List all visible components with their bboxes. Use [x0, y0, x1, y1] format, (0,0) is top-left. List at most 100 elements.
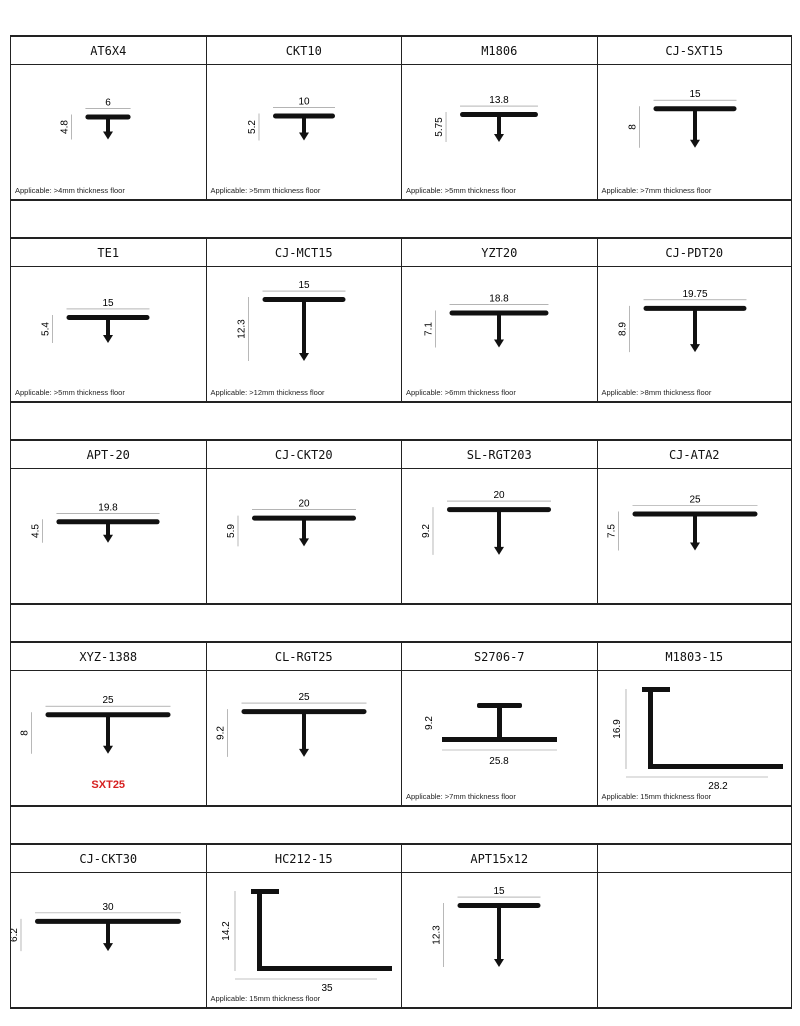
height-dimension: 9.2 [424, 716, 435, 730]
profile-stem [497, 907, 501, 963]
model-name: CJ-ATA2 [596, 441, 792, 468]
profile-cell: 14.2 35 Applicable: 15mm thickness floor [205, 873, 402, 1007]
profile-table: AT6X4 CKT10 M1806 CJ-SXT15 6 4.8 Applicable: >… [10, 35, 792, 1009]
profile-cell: 19.75 8.9 Applicable: >8mm thickness floor [596, 267, 792, 401]
drawing-row: 19.8 4.5 20 5.9 20 9.2 25 7.5 [10, 468, 792, 605]
width-dimension: 25 [298, 692, 310, 703]
model-name: APT15x12 [401, 845, 597, 872]
profile-cell: 13.8 5.75 Applicable: >5mm thickness floor [401, 65, 597, 199]
profile-drawing: 25.8 9.2 [424, 703, 557, 767]
profile-flange [460, 112, 538, 118]
arrow-tip [103, 131, 113, 140]
model-name: CJ-MCT15 [205, 239, 402, 266]
height-dimension: 16.9 [612, 719, 623, 739]
profile-upright [256, 891, 262, 971]
applicable-note: Applicable: >5mm thickness floor [15, 388, 125, 397]
width-dimension: 19.75 [682, 289, 707, 300]
profile-flange [85, 114, 131, 120]
profile-base [256, 966, 392, 971]
arrow-tip [494, 958, 504, 967]
model-name: XYZ-1388 [10, 643, 206, 670]
profile-stem [106, 922, 110, 948]
spacer-row [10, 201, 792, 237]
height-dimension: 9.2 [421, 524, 432, 538]
drawing-row: 30 6.2 14.2 35 Applicable: 15mm thickness fl… [10, 872, 792, 1009]
height-dimension: 7.1 [424, 322, 435, 336]
model-name: S2706-7 [401, 643, 597, 670]
profile-cell: 15 8 Applicable: >7mm thickness floor [596, 65, 792, 199]
profile-flange [643, 305, 746, 311]
arrow-tip [689, 139, 700, 148]
model-name: HC212-15 [205, 845, 402, 872]
applicable-note: Applicable: >7mm thickness floor [406, 792, 516, 801]
applicable-note: Applicable: 15mm thickness floor [210, 994, 321, 1003]
model-name: AT6X4 [10, 37, 206, 64]
profile-stem [692, 515, 697, 547]
profile-drawing: 155.4 [41, 298, 150, 344]
profile-cell: 18.8 7.1 Applicable: >6mm thickness floor [401, 267, 597, 401]
model-name: CL-RGT25 [205, 643, 402, 670]
height-dimension: 4.8 [59, 120, 70, 134]
profile-drawing: 18.8 7.1 [424, 294, 549, 348]
profile-base [442, 737, 557, 742]
arrow-tip [298, 352, 309, 361]
width-dimension: 25 [102, 695, 114, 706]
profile-drawing: 257.5 [606, 495, 757, 551]
arrow-tip [494, 133, 504, 142]
profile-flange [45, 712, 171, 718]
model-name: CKT10 [205, 37, 402, 64]
profile-flange [447, 507, 551, 513]
profile-cell: 25 7.5 [596, 469, 792, 603]
model-name [596, 845, 792, 872]
profile-drawing: 306.2 [11, 902, 181, 952]
profile-flange [272, 113, 335, 119]
profile-drawing: 19.75 8.9 [617, 289, 746, 353]
profile-drawing: 19.8 4.5 [30, 502, 160, 543]
width-dimension: 25 [689, 495, 701, 506]
drawing-row: 15 5.4 Applicable: >5mm thickness floor 15 1… [10, 266, 792, 403]
model-name: TE1 [10, 239, 206, 266]
width-dimension: 25.8 [489, 756, 509, 767]
profile-drawing: 15 12.3 [432, 886, 541, 967]
height-dimension: 8.9 [617, 322, 628, 336]
profile-cell: 25 8 SXT25 [10, 671, 206, 805]
model-name: M1803-15 [596, 643, 792, 670]
profile-cell: 30 6.2 [10, 873, 206, 1007]
width-dimension: 18.8 [489, 294, 509, 305]
profile-flange [653, 106, 736, 112]
profile-flange [66, 314, 150, 320]
profile-cell: 20 9.2 [401, 469, 597, 603]
arrow-tip [103, 745, 113, 754]
profile-stem [301, 117, 306, 137]
width-dimension: 20 [493, 490, 505, 501]
height-dimension: 14.2 [221, 921, 232, 941]
arrow-tip [298, 748, 309, 757]
model-name: APT-20 [10, 441, 206, 468]
profile-cell: 16.9 28.2 Applicable: 15mm thickness floor [596, 671, 792, 805]
height-dimension: 8 [627, 124, 638, 130]
profile-stem [497, 116, 501, 138]
width-dimension: 6 [105, 98, 111, 109]
profile-flange [449, 310, 549, 316]
profile-cell: 25 9.2 [205, 671, 402, 805]
drawing-row: 6 4.8 Applicable: >4mm thickness floor 10 5.… [10, 64, 792, 201]
width-dimension: 15 [689, 89, 701, 100]
arrow-tip [103, 534, 113, 543]
profile-drawing: 105.2 [247, 96, 335, 141]
profile-cell: 15 12.3 Applicable: >12mm thickness floor [205, 267, 402, 401]
profile-stem [497, 705, 502, 739]
profile-drawing: 64.8 [59, 98, 131, 140]
header-row: AT6X4 CKT10 M1806 CJ-SXT15 [10, 35, 792, 64]
profile-stem [301, 301, 306, 357]
arrow-tip [298, 132, 309, 141]
profile-drawing: 15 8 [627, 89, 736, 148]
spacer-row [10, 403, 792, 439]
width-dimension: 19.8 [98, 502, 118, 513]
model-name: CJ-PDT20 [596, 239, 792, 266]
header-row: APT-20 CJ-CKT20 SL-RGT203 CJ-ATA2 [10, 439, 792, 468]
profile-cell: 25.8 9.2 Applicable: >7mm thickness floor [401, 671, 597, 805]
profile-cell [596, 873, 792, 1007]
height-dimension: 9.2 [215, 726, 226, 740]
profile-stem [106, 318, 110, 340]
profile-flange [251, 515, 356, 521]
